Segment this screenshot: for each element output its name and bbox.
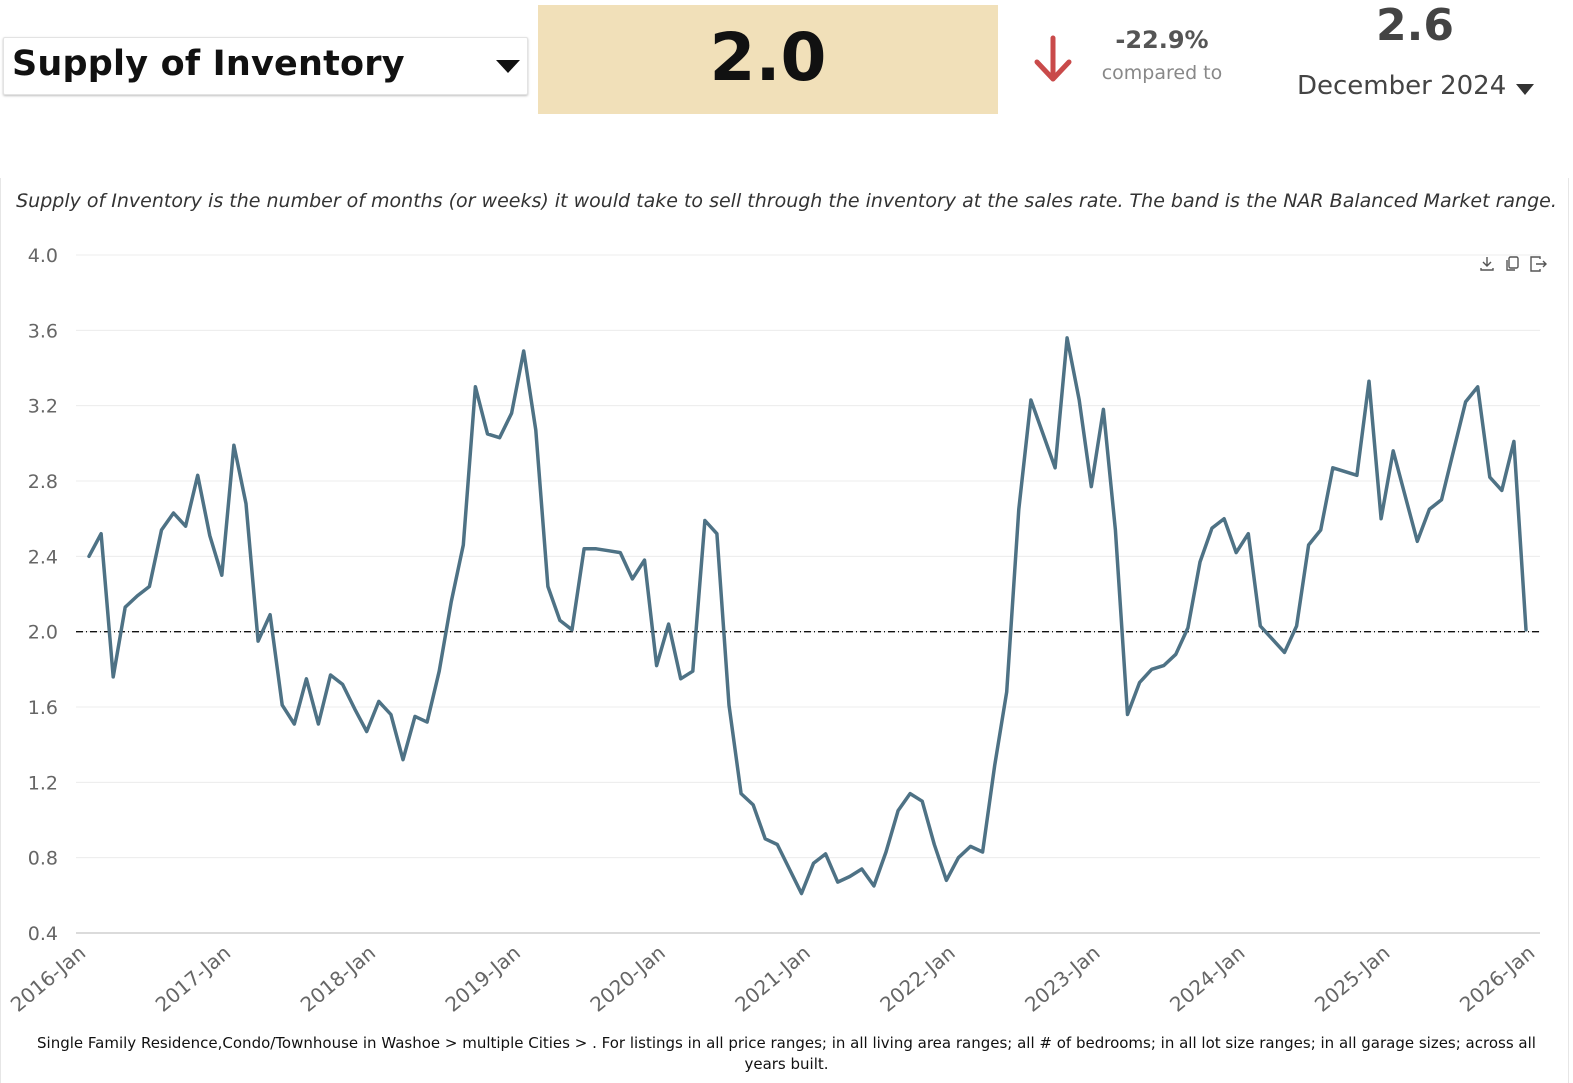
y-tick-label: 4.0	[28, 245, 58, 267]
metric-dropdown-label: Supply of Inventory	[12, 44, 405, 84]
x-tick-label: 2016-Jan	[6, 940, 90, 1016]
x-axis-ticks: 2016-Jan 2017-Jan 2018-Jan 2019-Jan 2020-Jan…	[6, 940, 1539, 1016]
download-icon[interactable]	[1478, 255, 1496, 273]
x-tick-label: 2017-Jan	[151, 940, 235, 1016]
caret-down-icon	[1516, 84, 1534, 95]
current-value: 2.0	[709, 19, 827, 96]
series-line	[87, 336, 1528, 896]
y-tick-label: 0.8	[28, 848, 58, 870]
copy-icon[interactable]	[1503, 255, 1521, 273]
compare-value: 2.6	[1376, 0, 1454, 51]
x-tick-label: 2024-Jan	[1165, 940, 1249, 1016]
filter-description: Single Family Residence,Condo/Townhouse …	[37, 1034, 1536, 1073]
x-tick-label: 2020-Jan	[585, 940, 669, 1016]
header-bar: Supply of Inventory 2.0 -22.9% compared …	[0, 0, 1573, 125]
compare-period-label: December 2024	[1297, 71, 1507, 101]
x-tick-label: 2019-Jan	[441, 940, 525, 1016]
chart-panel	[0, 178, 1569, 1083]
line-chart: 4.03.63.22.82.42.01.61.20.80.4 2016-Jan 2…	[6, 245, 1540, 1017]
y-axis-ticks: 4.0 3.6 3.2 2.8 2.4 2.0 1.6 1.2 0.8 0.4	[28, 245, 58, 945]
change-percent: -22.9%	[1115, 26, 1209, 54]
y-tick-label: 2.0	[28, 622, 58, 644]
compared-to-label: compared to	[1101, 62, 1223, 84]
y-tick-label: 0.4	[28, 923, 58, 945]
grid-lines	[76, 254, 1540, 934]
x-tick-label: 2018-Jan	[296, 940, 380, 1016]
x-tick-label: 2026-Jan	[1455, 940, 1539, 1016]
export-icon[interactable]	[1528, 255, 1548, 273]
y-tick-label: 3.2	[28, 396, 58, 418]
current-value-box: 2.0	[538, 5, 998, 114]
arrow-down-icon	[1034, 35, 1072, 82]
x-tick-label: 2025-Jan	[1310, 940, 1394, 1016]
x-tick-label: 2023-Jan	[1020, 940, 1104, 1016]
y-tick-label: 3.6	[28, 320, 58, 342]
y-tick-label: 2.4	[28, 546, 58, 568]
x-tick-label: 2022-Jan	[875, 940, 959, 1016]
compare-period-dropdown[interactable]: December 2024	[1290, 66, 1550, 110]
series-layer	[87, 336, 1528, 896]
caret-down-icon	[496, 60, 520, 73]
x-tick-label: 2021-Jan	[730, 940, 814, 1016]
chart-description: Supply of Inventory is the number of mon…	[16, 190, 1557, 212]
metric-dropdown[interactable]: Supply of Inventory	[3, 37, 528, 95]
y-tick-label: 1.6	[28, 697, 58, 719]
y-tick-label: 1.2	[28, 772, 58, 794]
chart-toolbar	[1478, 255, 1548, 275]
y-tick-label: 2.8	[28, 471, 58, 493]
